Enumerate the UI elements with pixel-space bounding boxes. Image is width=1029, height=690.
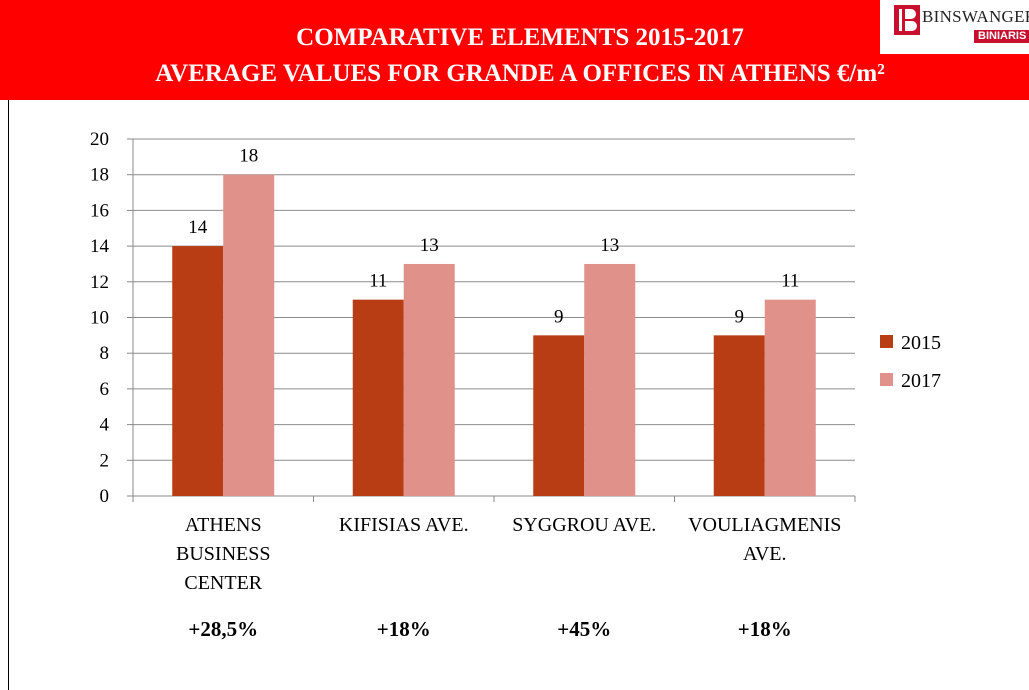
y-tick-label: 6 bbox=[100, 379, 110, 400]
legend-swatch bbox=[880, 373, 893, 386]
bar bbox=[223, 174, 275, 496]
x-category-label-line: VOULIAGMENIS bbox=[688, 514, 842, 536]
data-label: 11 bbox=[781, 271, 799, 292]
chart-title-line-2: AVERAGE VALUES FOR GRANDE A OFFICES IN A… bbox=[155, 60, 885, 87]
y-tick-label: 4 bbox=[100, 415, 110, 436]
bar bbox=[352, 299, 404, 496]
legend-label: 2015 bbox=[901, 332, 941, 354]
chart-title-line-1: COMPARATIVE ELEMENTS 2015-2017 bbox=[296, 24, 744, 51]
change-percentage: +45% bbox=[557, 617, 612, 641]
logo-name: BINSWANGER bbox=[922, 7, 1029, 26]
data-label: 11 bbox=[369, 271, 387, 292]
x-category-label: ATHENS BUSINESS CENTER bbox=[133, 511, 313, 598]
x-category-label-line: SYGGROU AVE. bbox=[512, 514, 657, 536]
x-category-label-line: KIFISIAS AVE. bbox=[338, 514, 469, 536]
y-tick-label: 20 bbox=[90, 129, 109, 150]
data-label: 13 bbox=[420, 235, 439, 256]
logo-b-icon bbox=[894, 5, 920, 35]
data-label: 9 bbox=[554, 306, 564, 327]
logo-subname: BINIARIS bbox=[974, 30, 1029, 43]
company-logo: BINSWANGER BINIARIS bbox=[880, 0, 1029, 54]
y-tick-label: 10 bbox=[90, 308, 109, 329]
x-category-label-line: BUSINESS bbox=[176, 543, 271, 565]
y-tick-label: 8 bbox=[100, 343, 110, 364]
bar bbox=[403, 263, 455, 496]
data-label: 18 bbox=[239, 146, 258, 167]
bar bbox=[533, 335, 585, 496]
x-category-label: VOULIAGMENIS AVE. bbox=[675, 511, 855, 569]
y-tick-label: 14 bbox=[90, 236, 110, 257]
bar bbox=[172, 246, 224, 496]
change-percentage: +18% bbox=[376, 617, 431, 641]
data-label: 9 bbox=[735, 306, 745, 327]
left-divider bbox=[8, 100, 9, 690]
data-label: 13 bbox=[600, 235, 619, 256]
change-percentage: +28,5% bbox=[188, 617, 259, 641]
y-tick-label: 18 bbox=[90, 165, 109, 186]
bar bbox=[713, 335, 765, 496]
title-banner bbox=[0, 0, 1029, 100]
x-category-label: KIFISIAS AVE. bbox=[314, 511, 494, 540]
y-tick-label: 0 bbox=[100, 486, 110, 507]
y-tick-label: 2 bbox=[100, 450, 110, 471]
data-label: 14 bbox=[188, 217, 208, 238]
y-tick-label: 16 bbox=[90, 200, 109, 221]
x-category-label-line: CENTER bbox=[184, 572, 263, 594]
change-percentage: +18% bbox=[737, 617, 792, 641]
bar bbox=[764, 299, 816, 496]
x-category-label-line: ATHENS bbox=[184, 514, 262, 536]
bar bbox=[584, 263, 636, 496]
x-category-label-line: AVE. bbox=[742, 543, 787, 565]
x-category-label: SYGGROU AVE. bbox=[494, 511, 674, 540]
legend-label: 2017 bbox=[901, 370, 941, 392]
y-tick-label: 12 bbox=[90, 272, 109, 293]
legend-swatch bbox=[880, 335, 893, 348]
